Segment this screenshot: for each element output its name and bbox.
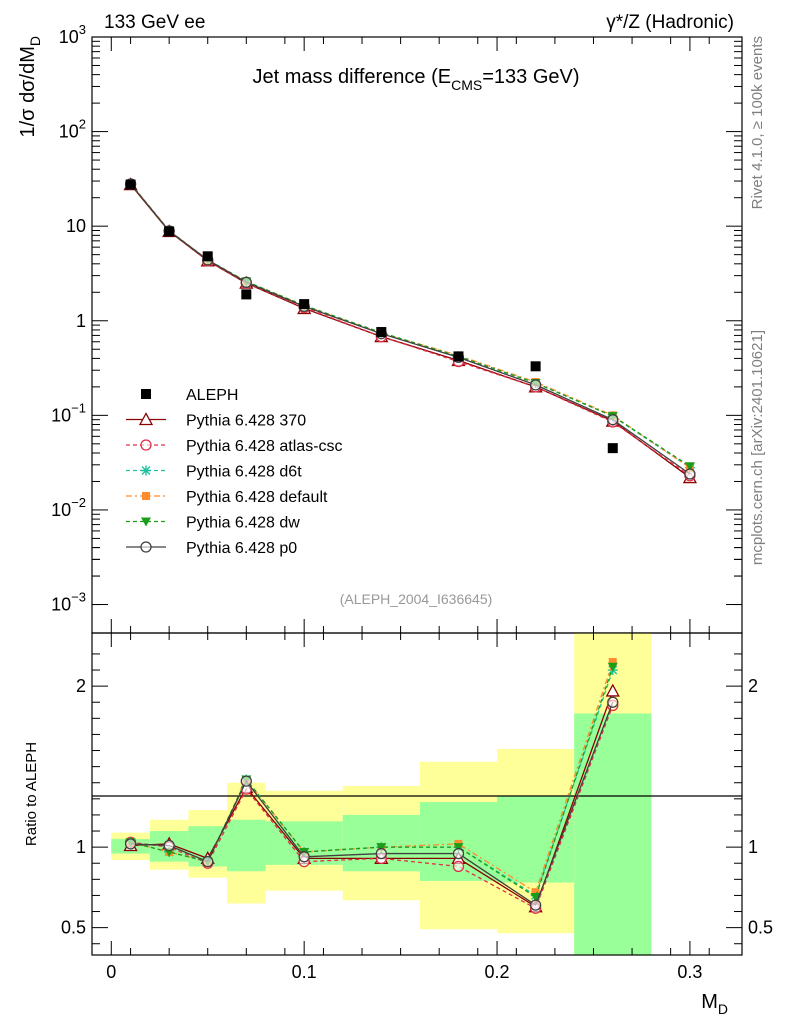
header-left: 133 GeV ee (104, 12, 205, 33)
ratio-axis-ticks: 0.5 0.5 1 1 2 2 0 0.1 0.2 0.3 (61, 633, 773, 982)
mcplots-label: mcplots.cern.ch [arXiv:2401.10621] (749, 330, 766, 565)
y-axis-label: 1/σ dσ/dMD (17, 36, 43, 138)
aleph-data-point (530, 361, 541, 372)
ratio-plot-frame (91, 632, 743, 956)
legend-label: ALEPH (186, 387, 238, 404)
legend-label: Pythia 6.428 atlas-csc (186, 438, 343, 455)
aleph-data-point (125, 179, 136, 190)
legend-marker-dw (141, 517, 151, 527)
legend-marker-default (142, 492, 150, 500)
ratio-tick-label-right: 1 (748, 837, 758, 857)
ratio-point-p0 (202, 855, 214, 868)
aleph-data-layer (125, 179, 618, 454)
ratio-point-p0 (607, 696, 619, 708)
ratio-point-p0 (452, 847, 465, 860)
series-point-p0 (684, 468, 696, 480)
legend-label: Pythia 6.428 default (186, 489, 328, 506)
y-tick-label: 10−2 (51, 495, 86, 520)
legend-marker-aleph (141, 389, 151, 399)
x-tick-label: 0 (106, 962, 116, 982)
ratio-point-p0 (375, 847, 387, 860)
series-point-p0 (240, 276, 252, 288)
ratio-point-p0 (240, 775, 252, 787)
aleph-data-point (607, 443, 618, 454)
series-point-p0 (529, 379, 542, 391)
ratio-point-default (608, 657, 617, 666)
main-series-layer (123, 177, 698, 484)
ratio-point-dw (453, 843, 464, 853)
y-tick-label: 10−3 (51, 590, 86, 615)
series-line-atlas (130, 183, 691, 477)
x-axis-label: MD (701, 991, 728, 1017)
series-point-dw (684, 462, 695, 472)
ratio-point-dw (376, 843, 387, 853)
legend-marker-atlas (140, 439, 152, 451)
rivet-label: Rivet 4.1.0, ≥ 100k events (749, 36, 766, 209)
aleph-data-point (453, 351, 464, 362)
ratio-tick-label-right: 0.5 (748, 918, 773, 938)
ratio-line-atlas (130, 705, 614, 910)
aleph-data-point (299, 299, 310, 310)
ratio-point-dw (607, 662, 618, 672)
analysis-id: (ALEPH_2004_I636645) (340, 591, 493, 607)
header-right: γ*/Z (Hadronic) (606, 12, 734, 33)
ratio-point-p0 (163, 839, 175, 852)
legend-label: Pythia 6.428 dw (186, 515, 300, 532)
ratio-point-dw (530, 893, 541, 903)
aleph-data-point (376, 327, 387, 338)
legend: ALEPH Pythia 6.428 370 Pythia 6.428 atlas-… (126, 387, 343, 557)
series-line-p0 (130, 183, 691, 475)
x-tick-label: 0.1 (292, 962, 317, 982)
ratio-y-label: Ratio to ALEPH (23, 742, 40, 846)
legend-label: Pythia 6.428 p0 (186, 540, 297, 557)
main-axis-ticks: 10−3 10−2 10−1 1 10 102 103 (51, 22, 742, 633)
band-inner (227, 819, 266, 872)
ratio-tick-label: 0.5 (61, 918, 86, 938)
y-tick-label: 102 (59, 117, 86, 142)
ratio-series-layer (123, 657, 620, 914)
series-point-p0 (607, 414, 619, 426)
legend-marker-p0 (140, 541, 152, 553)
ratio-point-p0 (529, 899, 542, 911)
y-tick-label: 1 (76, 311, 86, 331)
band-inner (574, 713, 652, 955)
ratio-tick-label: 2 (76, 676, 86, 696)
aleph-data-point (164, 226, 175, 237)
aleph-data-point (241, 289, 252, 300)
x-tick-label: 0.2 (485, 962, 510, 982)
ratio-tick-label-right: 2 (748, 676, 758, 696)
series-line-p370 (130, 184, 691, 479)
legend-marker-p370 (138, 412, 154, 426)
ratio-point-p0 (124, 838, 137, 850)
ratio-tick-label: 1 (76, 837, 86, 857)
chart-title: Jet mass difference (ECMS=133 GeV) (252, 66, 579, 93)
x-tick-label: 0.3 (677, 962, 702, 982)
ratio-point-p370 (605, 683, 620, 697)
ratio-point-atlas (452, 860, 465, 873)
legend-label: Pythia 6.428 d6t (186, 464, 302, 481)
band-inner (497, 795, 575, 883)
legend-label: Pythia 6.428 370 (186, 413, 306, 430)
ratio-point-default (531, 888, 540, 897)
aleph-data-point (202, 251, 213, 262)
y-tick-label: 10 (66, 216, 86, 236)
ratio-point-p0 (298, 851, 310, 863)
y-tick-label: 103 (59, 22, 86, 47)
y-tick-label: 10−1 (51, 400, 86, 425)
legend-marker-d6t (141, 465, 151, 476)
